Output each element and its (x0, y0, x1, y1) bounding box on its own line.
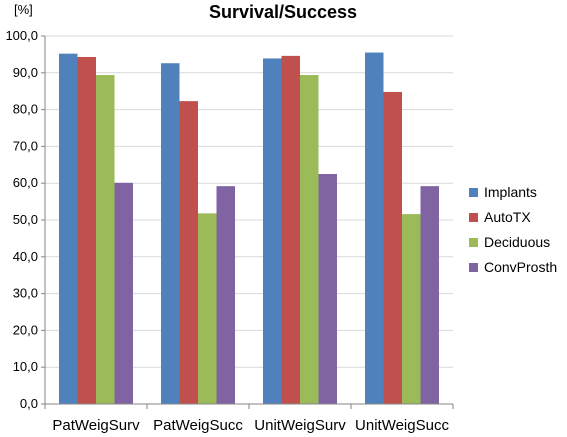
axes (41, 35, 454, 409)
bar-implants-unitweigsucc (365, 52, 384, 405)
x-category-label: PatWeigSurv (52, 417, 140, 434)
y-axis-unit-label: [%] (14, 2, 33, 17)
y-tick-label: 90,0 (13, 65, 38, 80)
y-tick-label: 50,0 (13, 212, 38, 227)
bar-autotx-patweigsucc (179, 101, 198, 405)
y-tick-labels: 0,0 10,0 20,0 30,0 40,0 50,0 60,0 70,0 80,0 90,0 1… (5, 28, 38, 411)
chart-title: Survival/Success (209, 2, 357, 22)
bar-deciduous-patweigsurv (96, 75, 115, 405)
bar-implants-patweigsurv (59, 53, 78, 404)
x-category-label: UnitWeigSurv (254, 417, 346, 434)
y-tick-label: 0,0 (20, 396, 38, 411)
bar-autotx-patweigsurv (77, 56, 96, 404)
y-tick-label: 80,0 (13, 102, 38, 117)
bar-convprosth-patweigsurv (114, 182, 133, 404)
y-tick-label: 100,0 (5, 28, 38, 43)
bar-autotx-unitweigsurv (281, 55, 300, 404)
legend-swatch-implants (469, 188, 478, 197)
legend-label-convprosth: ConvProsth (484, 259, 557, 275)
bar-deciduous-unitweigsurv (300, 75, 319, 405)
bar-convprosth-unitweigsucc (420, 186, 439, 404)
bar-convprosth-unitweigsurv (318, 174, 337, 404)
legend-label-deciduous: Deciduous (484, 234, 550, 250)
bar-deciduous-unitweigsucc (402, 214, 421, 404)
bars (59, 52, 439, 405)
x-category-label: PatWeigSucc (153, 417, 243, 434)
bar-deciduous-patweigsucc (198, 213, 217, 404)
y-tick-label: 70,0 (13, 138, 38, 153)
y-tick-label: 10,0 (13, 359, 38, 374)
y-tick-label: 60,0 (13, 175, 38, 190)
x-category-label: UnitWeigSucc (355, 417, 449, 434)
bar-implants-unitweigsurv (263, 58, 282, 404)
legend: Implants AutoTX Deciduous ConvProsth (469, 184, 557, 275)
legend-label-autotx: AutoTX (484, 209, 531, 225)
y-tick-label: 20,0 (13, 322, 38, 337)
y-tick-label: 40,0 (13, 249, 38, 264)
y-tick-label: 30,0 (13, 286, 38, 301)
legend-label-implants: Implants (484, 184, 537, 200)
bar-implants-patweigsucc (161, 63, 180, 405)
bar-autotx-unitweigsucc (383, 91, 402, 404)
x-category-labels: PatWeigSurv PatWeigSucc UnitWeigSurv UnitWe… (52, 417, 449, 434)
bar-convprosth-patweigsucc (216, 186, 235, 404)
legend-swatch-autotx (469, 213, 478, 222)
legend-swatch-convprosth (469, 263, 478, 272)
legend-swatch-deciduous (469, 238, 478, 247)
